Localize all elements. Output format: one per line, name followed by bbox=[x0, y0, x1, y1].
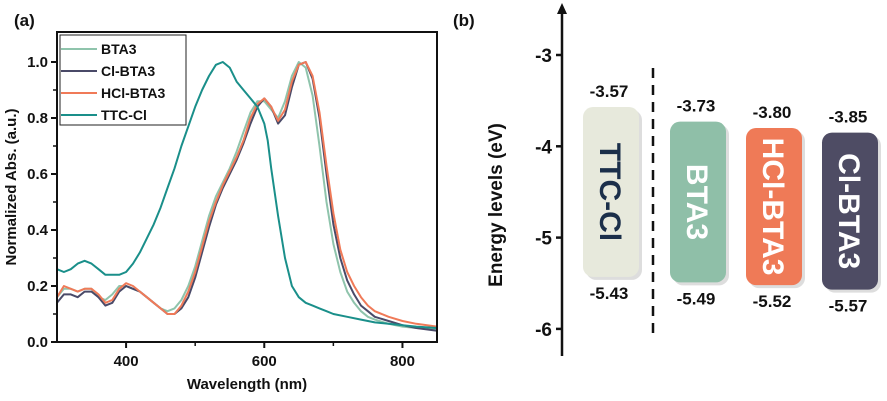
energy-tick-label: -5 bbox=[535, 229, 552, 250]
panel-label-a: (a) bbox=[14, 11, 35, 30]
y-tick-label: 0.4 bbox=[27, 222, 49, 239]
homo-label: -5.57 bbox=[829, 297, 868, 316]
y-tick-label: 0.2 bbox=[27, 278, 48, 295]
legend-label: Cl-BTA3 bbox=[101, 63, 155, 79]
lumo-label: -3.85 bbox=[829, 108, 868, 127]
homo-label: -5.43 bbox=[590, 284, 629, 303]
box-fill bbox=[746, 128, 802, 286]
series-line-cl-bta3 bbox=[56, 61, 438, 332]
lumo-label: -3.57 bbox=[590, 82, 629, 101]
box-label: TTC-Cl bbox=[593, 143, 626, 241]
energy-box-hcl-bta3: HCl-BTA3 -3.80 -5.52 bbox=[746, 103, 805, 311]
energy-box-ttc-cl: TTC-Cl -3.57 -5.43 bbox=[583, 82, 642, 303]
lumo-label: -3.73 bbox=[677, 97, 716, 116]
series-line-hcl-bta3 bbox=[56, 61, 438, 328]
energy-box-cl-bta3: Cl-BTA3 -3.85 -5.57 bbox=[822, 108, 881, 316]
y-tick-label: 0.6 bbox=[27, 166, 48, 183]
energy-box-bta3: BTA3 -3.73 -5.49 bbox=[670, 97, 729, 308]
legend-label: HCl-BTA3 bbox=[101, 85, 166, 101]
plot-frame-a bbox=[56, 31, 438, 343]
legend-label: TTC-Cl bbox=[101, 107, 147, 123]
x-tick-label: 600 bbox=[252, 353, 277, 370]
energy-level-boxes: TTC-Cl -3.57 -5.43 BTA3 -3.73 -5.49 HCl-BTA3 -3… bbox=[583, 82, 881, 316]
x-axis-title: Wavelength (nm) bbox=[187, 376, 307, 393]
legend: BTA3 Cl-BTA3 HCl-BTA3 TTC-Cl bbox=[59, 34, 187, 126]
series-line-ttc-cl bbox=[56, 61, 438, 329]
absorption-curves bbox=[56, 61, 438, 332]
box-label: HCl-BTA3 bbox=[756, 138, 789, 276]
y-tick-label: 0.8 bbox=[27, 110, 48, 127]
y-axis-title: Normalized Abs. (a.u.) bbox=[3, 109, 20, 266]
box-fill bbox=[822, 132, 878, 290]
panel-label-b: (b) bbox=[453, 11, 475, 30]
homo-label: -5.49 bbox=[677, 289, 716, 308]
y-axis-ticks: 0.0 0.2 0.4 0.6 0.8 1.0 bbox=[27, 54, 57, 351]
absorption-panel: (a) 400 600 800 0.0 0.2 0.4 0.6 0.8 1.0 Wavelen… bbox=[3, 11, 438, 393]
y-tick-label: 0.0 bbox=[27, 334, 48, 351]
energy-tick-label: -6 bbox=[535, 320, 552, 341]
legend-label: BTA3 bbox=[101, 41, 137, 57]
box-fill bbox=[583, 107, 639, 277]
energy-tick-label: -4 bbox=[535, 137, 552, 158]
energy-tick-label: -3 bbox=[535, 46, 552, 67]
energy-axis-title: Energy levels (eV) bbox=[486, 123, 507, 287]
y-tick-label: 1.0 bbox=[27, 54, 48, 71]
energy-axis-ticks: -3 -4 -5 -6 bbox=[535, 46, 562, 341]
arrow-up-icon bbox=[557, 3, 567, 14]
box-label: Cl-BTA3 bbox=[832, 153, 865, 269]
lumo-label: -3.80 bbox=[753, 103, 792, 122]
x-tick-label: 800 bbox=[390, 353, 415, 370]
box-fill bbox=[670, 121, 726, 283]
series-line-bta3 bbox=[56, 61, 438, 331]
homo-label: -5.52 bbox=[753, 292, 792, 311]
box-label: BTA3 bbox=[680, 164, 713, 240]
x-axis-ticks: 400 600 800 bbox=[114, 342, 415, 370]
energy-level-panel: (b) -3 -4 -5 -6 Energy levels (eV) TTC-Cl -3… bbox=[453, 3, 881, 356]
x-tick-label: 400 bbox=[114, 353, 139, 370]
